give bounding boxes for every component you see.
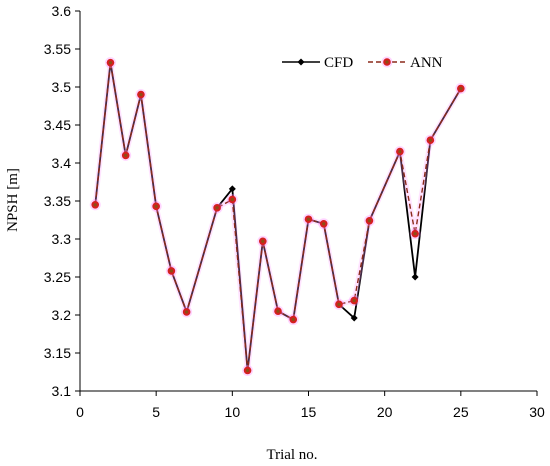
- point-ann-core: [169, 269, 173, 273]
- x-tick-label: 30: [529, 404, 545, 420]
- x-tick-label: 15: [301, 404, 317, 420]
- legend-marker-cfd: [297, 58, 305, 66]
- point-cfd: [350, 314, 358, 322]
- x-axis-title: Trial no.: [266, 447, 317, 463]
- series-cfd: [91, 59, 465, 374]
- legend-item-ann: ANN: [368, 55, 443, 71]
- x-tick-label: 5: [152, 404, 160, 420]
- y-tick-label: 3.1: [52, 383, 72, 399]
- point-ann-core: [108, 61, 113, 65]
- x-tick-label: 0: [76, 404, 84, 420]
- x-ticks: 0 5 10 15 20 25 30: [76, 391, 545, 420]
- legend-marker-ann-core: [385, 60, 389, 64]
- point-ann-core: [398, 150, 402, 154]
- point-ann-core: [306, 217, 311, 221]
- point-ann-core: [459, 86, 463, 91]
- legend-label-ann: ANN: [410, 55, 443, 71]
- series-line-ann: [94, 61, 462, 372]
- point-ann-core: [245, 368, 250, 373]
- point-ann-core: [185, 310, 189, 314]
- point-ann-core: [154, 204, 158, 208]
- point-ann-core: [367, 219, 372, 223]
- x-tick-label: 25: [453, 404, 469, 420]
- point-cfd: [228, 185, 236, 193]
- point-ann-core: [352, 298, 356, 303]
- y-tick-label: 3.15: [44, 345, 71, 361]
- y-ticks: 3.1 3.15 3.2 3.25 3.3 3.35 3.4 3.45 3.5 3.55 3.6: [44, 3, 80, 399]
- x-tick-label: 20: [377, 404, 393, 420]
- y-tick-label: 3.45: [44, 117, 71, 133]
- point-ann-core: [337, 302, 341, 306]
- point-ann-core: [230, 197, 234, 202]
- point-ann-core: [139, 93, 143, 97]
- point-ann-core: [291, 317, 295, 322]
- point-ann-core: [276, 309, 280, 313]
- point-ann-core: [261, 239, 265, 243]
- y-tick-label: 3.4: [52, 155, 72, 171]
- y-axis-title: NPSH [m]: [5, 168, 21, 232]
- point-ann-core: [322, 222, 326, 226]
- point-cfd: [411, 273, 419, 281]
- y-tick-label: 3.2: [52, 307, 72, 323]
- point-ann-core: [93, 203, 97, 207]
- legend: CFD ANN: [282, 55, 443, 71]
- series-glow-ann: [92, 60, 463, 373]
- axes: [79, 11, 537, 392]
- point-ann-core: [413, 232, 417, 236]
- legend-label-cfd: CFD: [324, 55, 353, 71]
- point-ann-core: [428, 138, 432, 142]
- point-ann-core: [215, 206, 219, 210]
- y-tick-label: 3.5: [52, 79, 72, 95]
- y-tick-label: 3.25: [44, 269, 71, 285]
- point-ann-core: [124, 153, 128, 157]
- series-line-cfd: [94, 61, 462, 372]
- legend-item-cfd: CFD: [282, 55, 353, 71]
- y-tick-label: 3.55: [44, 41, 71, 57]
- y-tick-label: 3.3: [52, 231, 72, 247]
- series-layer: [89, 57, 467, 376]
- y-tick-label: 3.6: [52, 3, 72, 19]
- series-ann: [89, 57, 467, 376]
- y-tick-label: 3.35: [44, 193, 71, 209]
- x-tick-label: 10: [225, 404, 241, 420]
